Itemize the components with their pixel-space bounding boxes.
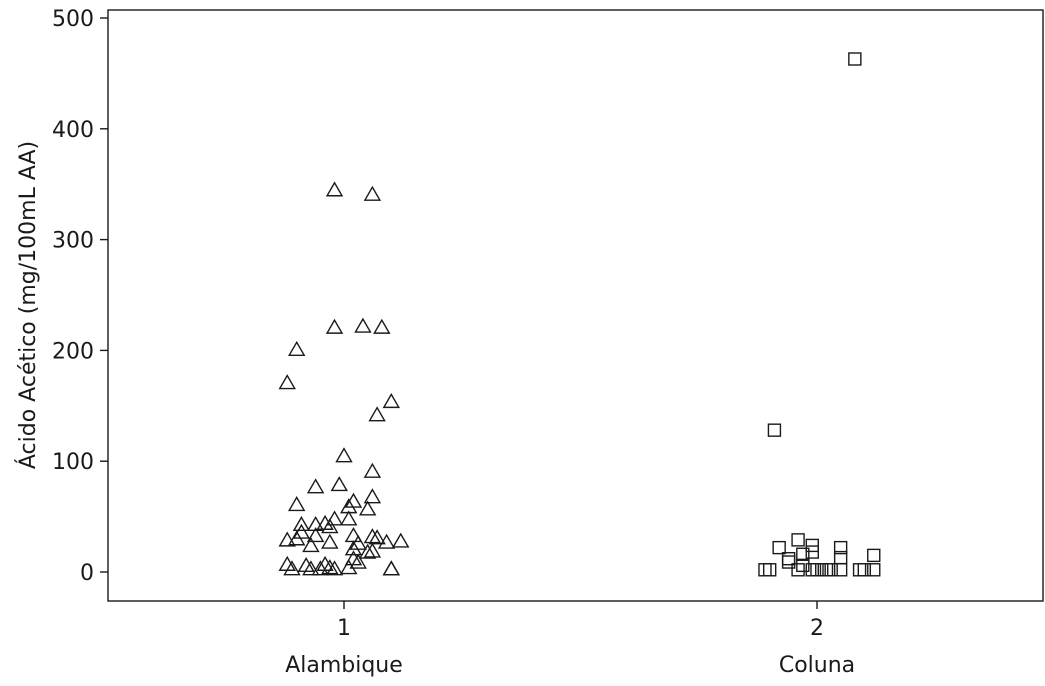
- triangle-point: [392, 532, 410, 548]
- triangle-point: [306, 515, 325, 532]
- triangle-point: [354, 317, 372, 333]
- triangle-point: [283, 560, 301, 576]
- triangle-point: [287, 340, 306, 356]
- square-point: [810, 563, 824, 577]
- triangle-point: [358, 543, 377, 559]
- y-tick-label: 400: [52, 118, 94, 143]
- square-point: [796, 547, 810, 561]
- category-label: Alambique: [285, 653, 403, 678]
- y-tick-label: 500: [52, 7, 94, 32]
- triangle-point: [344, 527, 363, 543]
- triangle-point: [363, 185, 382, 201]
- y-tick-label: 100: [52, 450, 94, 475]
- square-point: [767, 423, 782, 437]
- triangle-point: [306, 478, 325, 494]
- triangle-point: [325, 510, 344, 526]
- triangle-point: [340, 559, 358, 575]
- x-axis: 1 Alambique 2 Coluna: [285, 601, 855, 678]
- triangle-point: [382, 560, 401, 576]
- square-point: [852, 563, 867, 577]
- plot-frame: [107, 9, 1044, 602]
- triangle-point: [368, 529, 386, 545]
- y-tick-label: 300: [52, 229, 94, 254]
- triangle-point: [316, 514, 334, 530]
- triangle-point: [292, 515, 311, 532]
- triangle-point: [321, 533, 339, 549]
- x-tick-label: 2: [810, 616, 824, 641]
- triangle-point: [363, 462, 382, 478]
- triangle-point: [321, 518, 339, 534]
- square-point: [805, 563, 819, 577]
- x-tick-label: 1: [337, 616, 351, 641]
- square-point: [867, 563, 881, 577]
- triangle-point: [363, 488, 382, 504]
- square-point: [772, 540, 786, 555]
- triangle-point: [306, 527, 325, 543]
- y-axis: 0 100 200 300 400 500: [52, 7, 108, 586]
- triangle-point: [278, 531, 296, 547]
- triangle-point: [287, 530, 306, 546]
- triangle-point: [363, 542, 382, 558]
- triangle-point: [344, 550, 363, 566]
- square-point: [857, 563, 871, 577]
- triangle-point: [349, 553, 367, 569]
- square-point: [763, 563, 777, 577]
- triangle-point: [377, 533, 396, 549]
- triangle-point: [340, 510, 358, 526]
- square-point: [796, 558, 810, 573]
- triangle-point: [278, 374, 296, 390]
- triangle-point: [325, 560, 344, 576]
- category-label: Coluna: [779, 653, 855, 678]
- triangle-point: [311, 560, 330, 576]
- triangle-point: [292, 523, 311, 539]
- data-points: [278, 52, 881, 577]
- square-point: [819, 563, 834, 577]
- square-point: [833, 540, 848, 555]
- triangle-point: [382, 392, 401, 409]
- triangle-point: [321, 559, 339, 575]
- square-point: [791, 563, 805, 577]
- triangle-point: [302, 537, 320, 553]
- y-tick-label: 200: [52, 339, 94, 364]
- square-point: [833, 563, 848, 577]
- triangle-point: [325, 318, 344, 334]
- triangle-point: [297, 556, 315, 573]
- square-point: [758, 563, 772, 577]
- square-point: [791, 533, 805, 547]
- triangle-point: [344, 540, 363, 556]
- y-tick-label: 0: [80, 561, 94, 586]
- square-point: [815, 563, 829, 577]
- triangle-point: [382, 560, 401, 576]
- triangle-point: [368, 406, 386, 422]
- triangle-point: [373, 318, 391, 334]
- square-point: [805, 545, 819, 559]
- triangle-point: [302, 560, 320, 576]
- y-axis-title: Ácido Acético (mg/100mL AA): [15, 141, 41, 469]
- triangle-point: [358, 500, 377, 516]
- triangle-point: [330, 476, 348, 492]
- square-point: [824, 563, 838, 577]
- square-point: [848, 52, 862, 66]
- triangle-point: [363, 528, 382, 544]
- triangle-point: [325, 181, 344, 197]
- square-point: [781, 555, 796, 569]
- square-point: [781, 552, 796, 566]
- square-point: [867, 548, 881, 563]
- triangle-point: [335, 447, 353, 463]
- triangle-point: [287, 496, 306, 512]
